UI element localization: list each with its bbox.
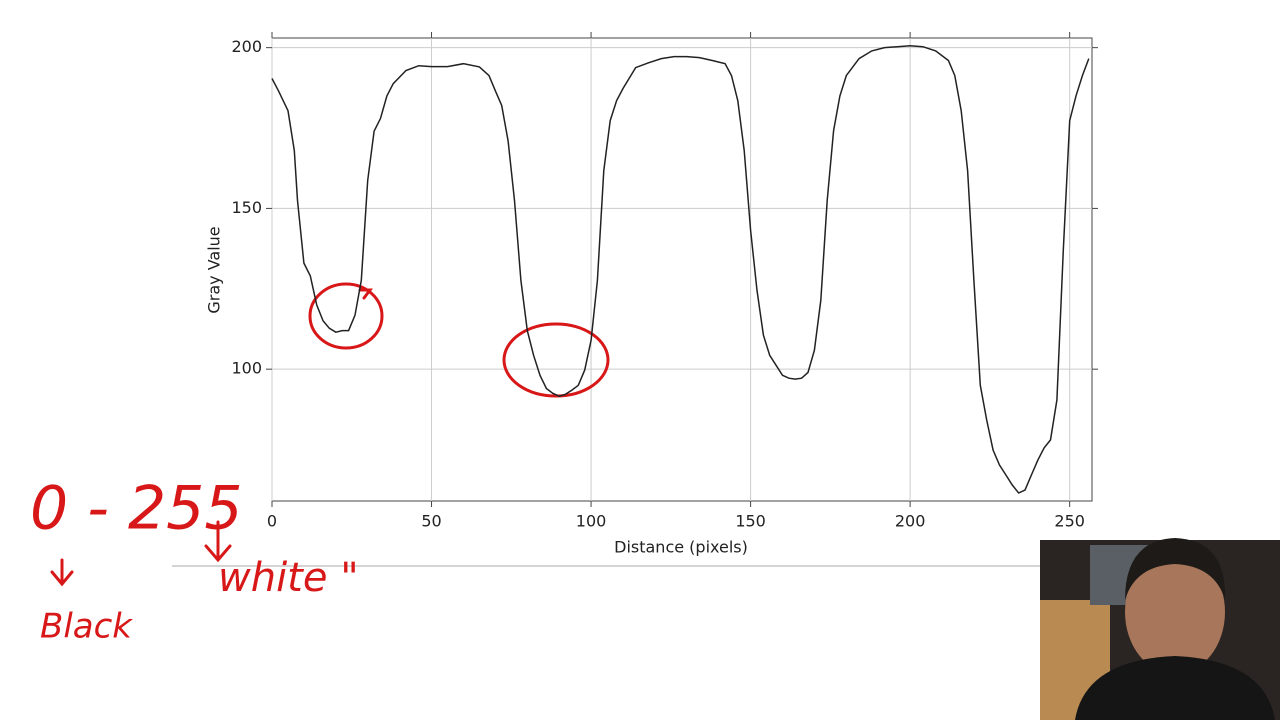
- webcam: [1040, 538, 1280, 720]
- circle-annotation: [308, 282, 384, 350]
- y-axis-label: Gray Value: [205, 226, 224, 313]
- x-tick-label: 100: [576, 512, 607, 531]
- x-tick-label: 250: [1054, 512, 1085, 531]
- arrow-annotation: [204, 520, 232, 563]
- profile-line: [271, 44, 1090, 494]
- x-axis-label: Distance (pixels): [614, 538, 748, 557]
- handwritten-black: Black: [40, 607, 133, 647]
- y-tick-label: 100: [231, 359, 262, 378]
- arrow-annotation: [358, 288, 373, 300]
- x-tick-label: 200: [895, 512, 926, 531]
- handwriting: [50, 282, 610, 587]
- plot-frame: [271, 37, 1093, 502]
- handwritten-range: 0 - 255: [30, 474, 243, 544]
- arrow-annotation: [50, 558, 74, 587]
- x-tick-label: 0: [267, 512, 277, 531]
- y-tick-label: 150: [231, 198, 262, 217]
- x-tick-label: 150: [735, 512, 766, 531]
- y-tick-label: 200: [231, 37, 262, 56]
- webcam-face: [1125, 550, 1225, 674]
- x-tick-label: 50: [421, 512, 441, 531]
- webcam-shirt: [1075, 656, 1275, 720]
- webcam-hair: [1125, 538, 1226, 600]
- handwritten-white: white ": [218, 555, 359, 601]
- circle-annotation: [502, 322, 610, 398]
